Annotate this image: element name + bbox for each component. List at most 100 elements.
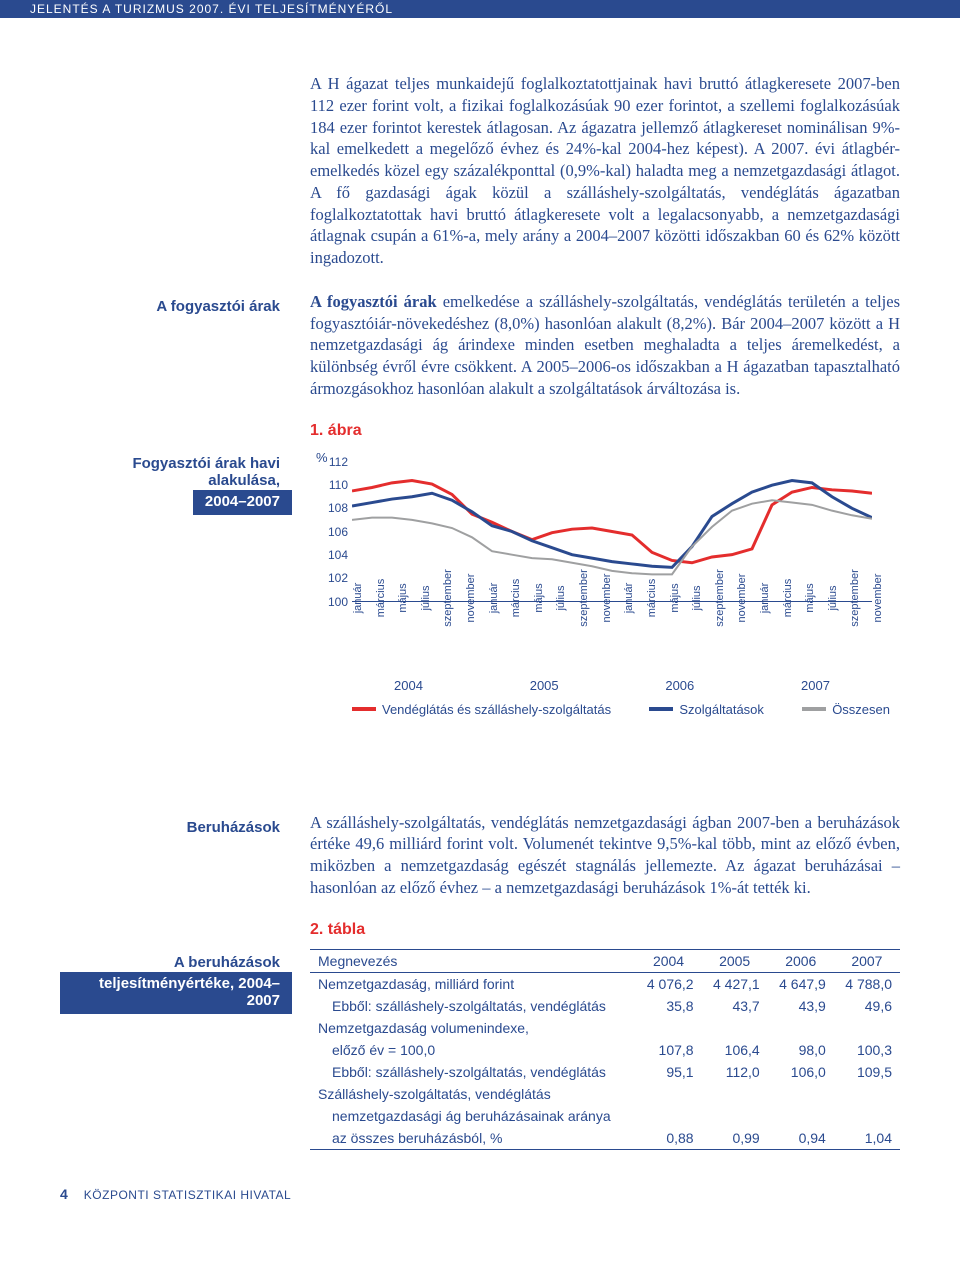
table-head-year: 2007 — [834, 949, 900, 972]
chart-xtick: március — [646, 578, 658, 617]
chart-xtick: november — [601, 573, 613, 622]
chart-xtick: július — [827, 585, 839, 610]
table-cell-value — [635, 1105, 701, 1127]
chart-xtick: július — [420, 585, 432, 610]
table-cell-value: 109,5 — [834, 1061, 900, 1083]
table-cell-value: 112,0 — [702, 1061, 768, 1083]
table-cell-value — [834, 1017, 900, 1039]
legend-swatch — [802, 707, 826, 711]
chart-xtick: szeptember — [714, 569, 726, 626]
chart-xtick: július — [555, 585, 567, 610]
table-cell-value — [635, 1017, 701, 1039]
chart-legend-item: Összesen — [802, 702, 890, 717]
figure-1-label: 1. ábra — [310, 422, 900, 440]
section-intro: A H ágazat teljes munkaidejű foglalkozta… — [60, 73, 900, 269]
page-footer: 4 KÖZPONTI STATISZTIKAI HIVATAL — [60, 1180, 900, 1204]
table-head-year: 2004 — [635, 949, 701, 972]
section-prices: A fogyasztói árak A fogyasztói árak emel… — [60, 291, 900, 400]
side-label-prices: A fogyasztói árak — [144, 293, 292, 320]
table-cell-value: 98,0 — [768, 1039, 834, 1061]
chart-xtick: január — [623, 582, 635, 613]
side-label-chart-l2: 2004–2007 — [193, 490, 292, 515]
chart-xtick: január — [352, 582, 364, 613]
table-row: Nemzetgazdaság, milliárd forint4 076,24 … — [310, 972, 900, 995]
table-cell-value: 100,3 — [834, 1039, 900, 1061]
section-table: A beruházások teljesítményértéke, 2004–2… — [60, 949, 900, 1150]
table-cell-value: 107,8 — [635, 1039, 701, 1061]
chart-ytick: 100 — [318, 595, 348, 609]
page: JELENTÉS A TURIZMUS 2007. ÉVI TELJESÍTMÉ… — [0, 0, 960, 1244]
table-cell-value — [702, 1017, 768, 1039]
section-chart: Fogyasztói árak havi alakulása, 2004–200… — [60, 450, 900, 720]
table-cell-value — [768, 1105, 834, 1127]
table-cell-value: 43,7 — [702, 995, 768, 1017]
table-row: Szálláshely-szolgáltatás, vendéglátás — [310, 1083, 900, 1105]
paragraph-prices-bold: A fogyasztói árak — [310, 292, 437, 311]
legend-swatch — [352, 707, 376, 711]
chart-legend: Vendéglátás és szálláshely-szolgáltatásS… — [352, 702, 890, 717]
chart-year-tick: 2004 — [394, 678, 423, 693]
table-cell-name: nemzetgazdasági ág beruházásainak aránya — [310, 1105, 635, 1127]
table-row: előző év = 100,0107,8106,498,0100,3 — [310, 1039, 900, 1061]
footer-org: KÖZPONTI STATISZTIKAI HIVATAL — [84, 1188, 291, 1202]
table-cell-value — [834, 1083, 900, 1105]
chart-xtick: január — [759, 582, 771, 613]
table-cell-value: 4 647,9 — [768, 972, 834, 995]
chart-xtick: július — [691, 585, 703, 610]
chart-xtick: szeptember — [578, 569, 590, 626]
table-cell-value — [768, 1017, 834, 1039]
table-cell-value: 0,99 — [702, 1127, 768, 1150]
chart-ytick: 102 — [318, 571, 348, 585]
paragraph-prices: A fogyasztói árak emelkedése a szálláshe… — [310, 291, 900, 400]
section-invest: Beruházások A szálláshely-szolgáltatás, … — [60, 812, 900, 899]
chart-year-tick: 2007 — [801, 678, 830, 693]
table-row: Ebből: szálláshely-szolgáltatás, vendégl… — [310, 1061, 900, 1083]
table-cell-value: 4 076,2 — [635, 972, 701, 995]
chart-xtick: május — [804, 583, 816, 612]
table-cell-value: 106,0 — [768, 1061, 834, 1083]
legend-label: Összesen — [832, 702, 890, 717]
chart-series-line — [352, 500, 872, 574]
table-cell-value — [635, 1083, 701, 1105]
table-cell-name: Ebből: szálláshely-szolgáltatás, vendégl… — [310, 995, 635, 1017]
table-row: nemzetgazdasági ág beruházásainak aránya — [310, 1105, 900, 1127]
table-label-row: 2. tábla — [60, 921, 900, 945]
chart-xtick: szeptember — [442, 569, 454, 626]
table-cell-name: az összes beruházásból, % — [310, 1127, 635, 1150]
chart-ytick: 104 — [318, 548, 348, 562]
table-cell-value: 43,9 — [768, 995, 834, 1017]
table-row: Nemzetgazdaság volumenindexe, — [310, 1017, 900, 1039]
side-label-table-l1: A beruházások — [162, 951, 292, 971]
table-cell-value: 0,94 — [768, 1127, 834, 1150]
table-cell-value — [834, 1105, 900, 1127]
table-cell-value — [702, 1105, 768, 1127]
table-row: az összes beruházásból, %0,880,990,941,0… — [310, 1127, 900, 1150]
table-cell-value: 49,6 — [834, 995, 900, 1017]
table-cell-value — [702, 1083, 768, 1105]
chart-xtick: május — [669, 583, 681, 612]
table-head-year: 2006 — [768, 949, 834, 972]
table-head-name: Megnevezés — [310, 949, 635, 972]
table-cell-value — [768, 1083, 834, 1105]
chart-xtick: november — [872, 573, 884, 622]
side-label-invest: Beruházások — [175, 814, 292, 841]
table-cell-value: 1,04 — [834, 1127, 900, 1150]
table-cell-name: Szálláshely-szolgáltatás, vendéglátás — [310, 1083, 635, 1105]
chart-ytick: 112 — [318, 455, 348, 469]
table-cell-value: 106,4 — [702, 1039, 768, 1061]
chart-legend-item: Vendéglátás és szálláshely-szolgáltatás — [352, 702, 611, 717]
header-band: JELENTÉS A TURIZMUS 2007. ÉVI TELJESÍTMÉ… — [0, 0, 960, 18]
investment-table: Megnevezés2004200520062007Nemzetgazdaság… — [310, 949, 900, 1150]
chart-xtick: január — [488, 582, 500, 613]
table-cell-value: 95,1 — [635, 1061, 701, 1083]
side-label-chart: Fogyasztói árak havi alakulása, 2004–200… — [60, 452, 292, 515]
chart-year-tick: 2006 — [665, 678, 694, 693]
table-cell-name: előző év = 100,0 — [310, 1039, 635, 1061]
chart-xtick: november — [736, 573, 748, 622]
paragraph-intro: A H ágazat teljes munkaidejű foglalkozta… — [310, 73, 900, 269]
table-cell-value: 0,88 — [635, 1127, 701, 1150]
chart-xtick: május — [533, 583, 545, 612]
chart-ytick: 106 — [318, 525, 348, 539]
paragraph-invest: A szálláshely-szolgáltatás, vendéglátás … — [310, 812, 900, 899]
chart-xtick: május — [397, 583, 409, 612]
